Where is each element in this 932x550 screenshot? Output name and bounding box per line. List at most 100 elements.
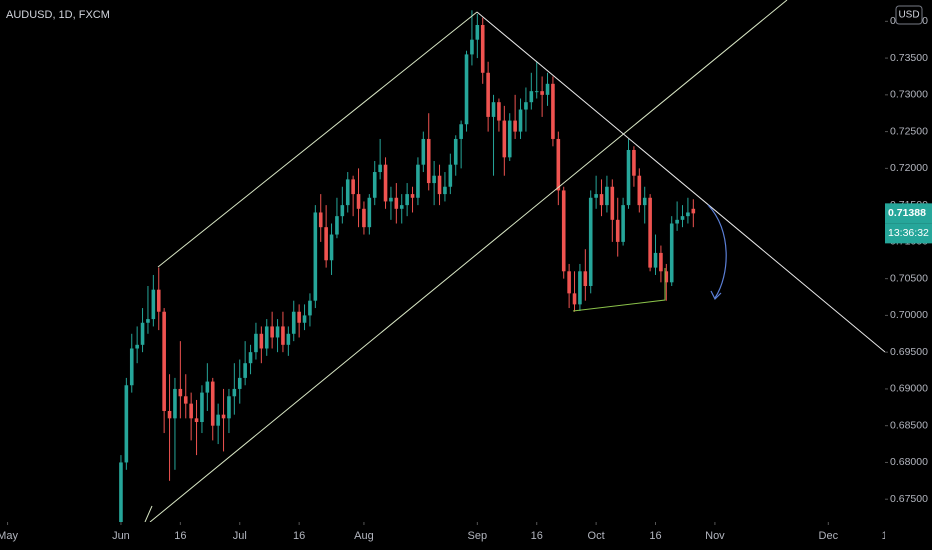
x-tick-label: Sep <box>468 530 488 542</box>
candle-body <box>140 322 145 345</box>
candle-body <box>459 124 463 139</box>
candle-body <box>464 54 469 125</box>
candle-body <box>675 219 679 224</box>
candle-body <box>264 326 269 349</box>
descending-trendline <box>476 11 885 353</box>
candle-body <box>545 83 550 95</box>
candle-body <box>491 102 496 117</box>
candle-body <box>578 271 582 305</box>
last-price-label: 0.71388 <box>888 207 926 219</box>
candle-body <box>389 197 393 202</box>
candle-body <box>162 311 166 411</box>
candle-body <box>194 418 199 423</box>
y-tick-label: 0.69500 <box>890 346 928 358</box>
last-price-tag <box>885 203 932 224</box>
candle-body <box>551 83 555 139</box>
candle-body <box>221 414 226 419</box>
candle-body <box>351 179 355 195</box>
candle-body <box>475 24 480 40</box>
candle-body <box>335 216 339 235</box>
candle-body <box>443 186 447 195</box>
candle-body <box>540 91 544 95</box>
candle-body <box>642 197 647 206</box>
candle-body <box>626 149 631 206</box>
x-tick-label: Jul <box>233 530 247 542</box>
countdown-label: 13:36:32 <box>888 227 929 239</box>
candle-body <box>124 385 129 463</box>
candle-body <box>324 227 328 261</box>
candle-body <box>210 381 215 426</box>
price-axis-panel <box>885 0 932 550</box>
currency-label[interactable]: USD <box>898 10 919 21</box>
candle-body <box>178 388 183 397</box>
candle-body <box>205 381 210 393</box>
candle-body <box>615 219 620 242</box>
candle-body <box>426 138 431 184</box>
candle-body <box>227 396 231 419</box>
candle-body <box>669 223 674 283</box>
candle-body <box>291 311 296 334</box>
candle-body <box>345 179 350 206</box>
candle-body <box>416 164 420 198</box>
candle-body <box>621 205 625 242</box>
candle-body <box>453 138 458 165</box>
time-axis-panel <box>0 522 932 550</box>
candle-body <box>432 175 436 184</box>
candle-body <box>421 138 426 165</box>
x-tick-label: Oct <box>588 530 605 542</box>
candle-body <box>237 377 242 389</box>
candle-body <box>383 164 388 202</box>
candle-body <box>524 102 528 110</box>
candle-body <box>410 194 415 198</box>
x-tick-label: Dec <box>819 530 839 542</box>
channel-lower-line <box>149 0 788 522</box>
neckline <box>572 268 666 312</box>
candle-body <box>691 208 696 214</box>
y-tick-label: 0.72000 <box>890 162 928 174</box>
candle-body <box>572 293 577 305</box>
candle-body <box>448 164 453 187</box>
candle-body <box>254 333 258 353</box>
candle-body <box>534 91 539 93</box>
candle-body <box>129 348 134 386</box>
candle-body <box>216 414 220 426</box>
candle-body <box>356 194 361 209</box>
candle-body <box>259 333 264 349</box>
candle-body <box>588 197 593 286</box>
y-tick-label: 0.70500 <box>890 272 928 284</box>
plot-area <box>119 10 696 522</box>
candle-body <box>605 186 609 206</box>
candle-body <box>146 319 150 323</box>
y-tick-label: 0.70000 <box>890 309 928 321</box>
x-tick-label: 16 <box>531 530 543 542</box>
candle-body <box>405 194 409 206</box>
candle-body <box>486 72 490 117</box>
candle-body <box>367 197 372 228</box>
candle-body <box>470 39 474 55</box>
candle-body <box>399 205 404 209</box>
candle-body <box>437 175 442 195</box>
channel-start-line <box>144 505 153 522</box>
candle-body <box>340 205 345 217</box>
currency-badge[interactable] <box>895 5 923 25</box>
y-tick-label: 0.68000 <box>890 456 928 468</box>
y-tick-label: 0.67500 <box>890 493 928 505</box>
candle-body <box>502 120 507 158</box>
y-tick-label: 0.68500 <box>890 419 928 431</box>
candle-body <box>632 149 636 176</box>
candle-body <box>362 208 366 228</box>
candle-body <box>308 300 312 316</box>
drawings <box>144 0 885 522</box>
candle-body <box>567 271 571 294</box>
candle-body <box>281 326 285 345</box>
candle-body <box>302 315 307 323</box>
axis-corner <box>885 522 932 550</box>
candle-body <box>297 311 301 323</box>
candle-body <box>313 212 318 301</box>
candle-body <box>394 197 399 209</box>
candle-body <box>480 24 485 73</box>
candle-body <box>659 252 663 272</box>
candle-body <box>372 172 377 198</box>
